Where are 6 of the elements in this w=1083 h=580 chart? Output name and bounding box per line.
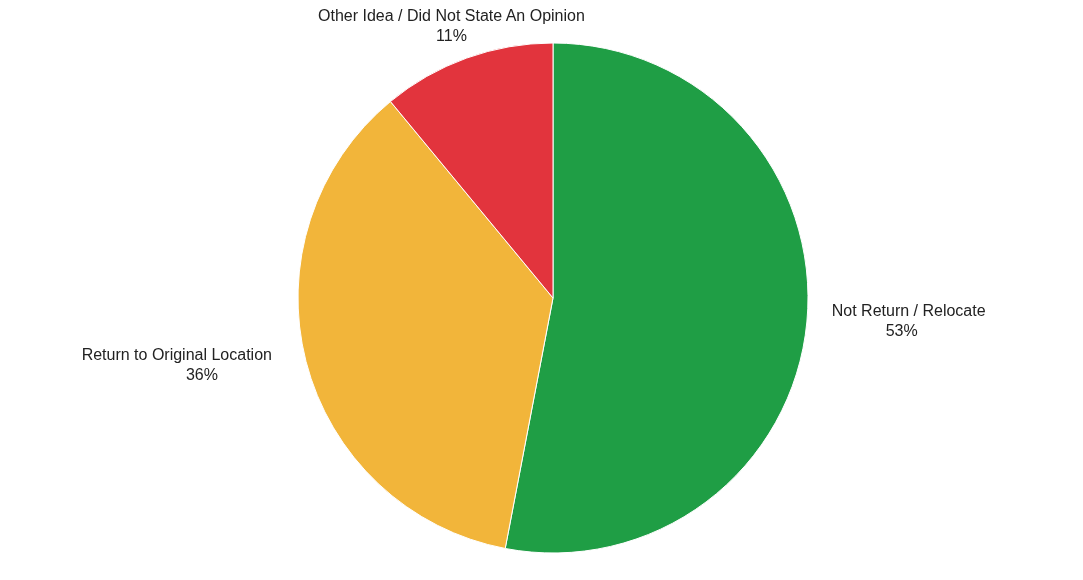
slice-label: Not Return / Relocate — [831, 301, 986, 319]
slice-label: Return to Original Location — [81, 345, 272, 363]
data-label: 53% — [885, 321, 918, 339]
data-label: 11% — [436, 26, 467, 44]
data-label: 36% — [185, 365, 218, 383]
slice-label: Other Idea / Did Not State An Opinion — [318, 6, 585, 24]
